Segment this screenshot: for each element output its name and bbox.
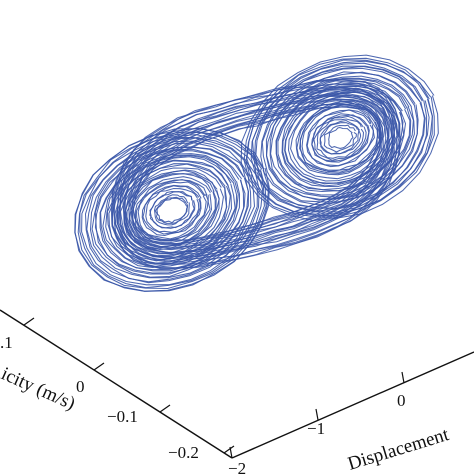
velocity-tick-mark — [93, 362, 105, 371]
trajectory-loop — [116, 163, 228, 257]
displacement-tick-label: −1 — [307, 419, 325, 438]
trajectory-loop — [296, 100, 383, 175]
trajectory-loop — [306, 109, 375, 168]
trajectory-loop — [260, 71, 419, 206]
trajectory-bridge-orbit — [123, 94, 390, 254]
trajectory-bridge-orbit — [110, 78, 401, 270]
trajectory-loop — [323, 124, 357, 153]
velocity-axis-label: icity (m/s) — [0, 363, 78, 414]
displacement-tick-mark — [229, 446, 233, 459]
displacement-tick-mark — [401, 371, 405, 384]
displacement-axis-line — [231, 351, 474, 459]
velocity-tick-label: −0.1 — [107, 407, 138, 426]
displacement-axis-label: Displacement — [345, 424, 452, 474]
trajectory-loop — [74, 127, 270, 292]
trajectory-loop — [74, 128, 270, 292]
trajectory-loop — [328, 126, 354, 149]
trajectory-bridge-orbit — [128, 98, 384, 249]
trajectory-loop — [269, 78, 412, 198]
trajectory-series — [74, 54, 439, 292]
velocity-tick-mark — [159, 404, 171, 413]
trajectory-loop — [142, 185, 201, 235]
trajectory-bridge-orbit — [123, 93, 390, 253]
velocity-axis-line — [0, 309, 233, 459]
velocity-tick-label: .1 — [0, 333, 13, 352]
trajectory-loop — [149, 190, 196, 229]
trajectory-bridge-orbit — [116, 85, 395, 263]
trajectory-loop — [137, 181, 207, 240]
trajectory-loop — [240, 54, 439, 222]
velocity-tick-label: 0 — [76, 377, 85, 396]
trajectory-bridge-orbit — [122, 92, 391, 255]
trajectory-loop — [250, 62, 430, 213]
trajectory-bridge-orbit — [130, 101, 382, 246]
trajectory-loop — [319, 122, 360, 155]
trajectory-loop — [311, 113, 370, 162]
trajectory-loop — [141, 184, 202, 237]
trajectory-loop — [313, 115, 367, 161]
displacement-tick-label: −2 — [228, 459, 246, 474]
trajectory-loop — [254, 65, 426, 209]
trajectory-loop — [145, 187, 200, 233]
trajectory-loop — [119, 167, 224, 255]
velocity-tick-mark — [223, 445, 235, 454]
trajectory-loop — [319, 119, 362, 155]
velocity-tick-label: −0.2 — [168, 443, 199, 462]
trajectory-loop — [316, 118, 365, 159]
velocity-tick-mark — [23, 317, 35, 326]
trajectory-loop — [153, 194, 190, 226]
trajectory-loop — [243, 57, 435, 218]
trajectory-loop — [245, 59, 433, 217]
displacement-tick-mark — [315, 408, 319, 421]
trajectory-loop — [154, 196, 189, 224]
displacement-tick-label: 0 — [397, 391, 406, 410]
